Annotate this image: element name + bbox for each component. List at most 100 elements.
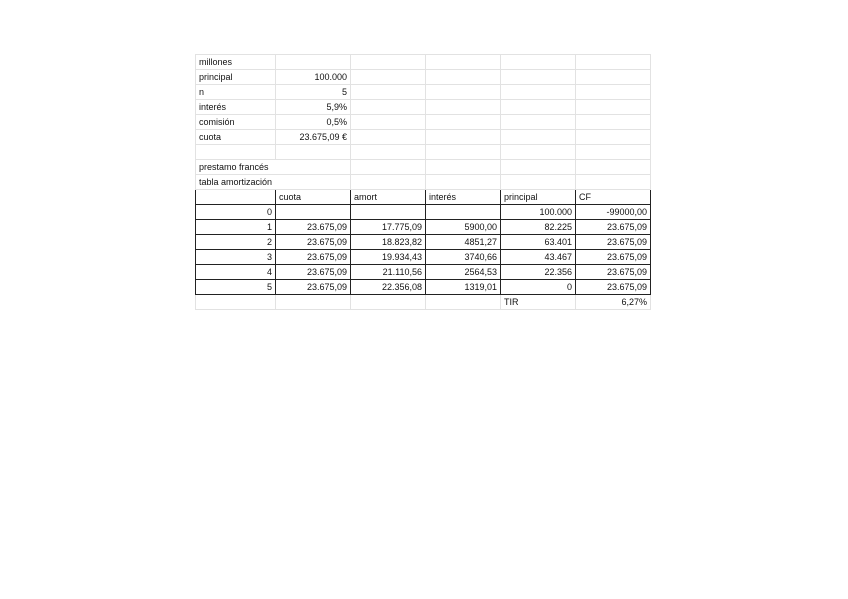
table-cell[interactable]: 5900,00 — [425, 219, 502, 235]
table-cell[interactable] — [350, 204, 427, 220]
cell[interactable] — [575, 174, 652, 190]
param-value[interactable]: 5,9% — [275, 99, 352, 115]
param-label[interactable]: interés — [194, 99, 277, 115]
param-value[interactable]: 0,5% — [275, 114, 352, 130]
table-cell[interactable]: 23.675,09 — [575, 219, 652, 235]
column-header[interactable]: cuota — [275, 189, 352, 205]
table-cell[interactable]: 2564,53 — [425, 264, 502, 280]
table-cell[interactable]: 5 — [194, 279, 277, 295]
table-cell[interactable]: 0 — [194, 204, 277, 220]
param-value[interactable]: 100.000 — [275, 69, 352, 85]
table-cell[interactable]: 0 — [500, 279, 577, 295]
cell[interactable] — [350, 69, 427, 85]
table-cell[interactable]: 23.675,09 — [275, 249, 352, 265]
param-value[interactable]: 5 — [275, 84, 352, 100]
table-cell[interactable]: 3 — [194, 249, 277, 265]
cell[interactable] — [275, 144, 352, 160]
cell[interactable] — [425, 129, 502, 145]
table-cell[interactable]: 21.110,56 — [350, 264, 427, 280]
table-cell[interactable]: 23.675,09 — [275, 219, 352, 235]
cell[interactable] — [425, 144, 502, 160]
table-cell[interactable]: 19.934,43 — [350, 249, 427, 265]
table-cell[interactable]: 3740,66 — [425, 249, 502, 265]
table-cell[interactable]: 23.675,09 — [275, 279, 352, 295]
column-header[interactable]: CF — [575, 189, 652, 205]
cell[interactable] — [575, 84, 652, 100]
param-label[interactable]: n — [194, 84, 277, 100]
table-cell[interactable] — [425, 204, 502, 220]
table-cell[interactable]: 63.401 — [500, 234, 577, 250]
cell[interactable] — [500, 159, 577, 175]
table-cell[interactable]: 4851,27 — [425, 234, 502, 250]
cell[interactable] — [500, 144, 577, 160]
cell[interactable] — [575, 144, 652, 160]
table-cell[interactable]: -99000,00 — [575, 204, 652, 220]
column-header[interactable]: interés — [425, 189, 502, 205]
cell[interactable] — [194, 144, 277, 160]
cell[interactable] — [500, 69, 577, 85]
cell[interactable] — [575, 69, 652, 85]
tir-value[interactable]: 6,27% — [575, 294, 652, 310]
cell[interactable] — [425, 54, 502, 70]
table-cell[interactable]: 82.225 — [500, 219, 577, 235]
param-value[interactable]: 23.675,09 € — [275, 129, 352, 145]
cell[interactable] — [350, 174, 427, 190]
table-cell[interactable]: 22.356 — [500, 264, 577, 280]
table-cell[interactable]: 23.675,09 — [275, 264, 352, 280]
table-cell[interactable]: 1319,01 — [425, 279, 502, 295]
cell[interactable] — [350, 294, 427, 310]
cell[interactable] — [500, 114, 577, 130]
cell[interactable] — [350, 99, 427, 115]
param-label[interactable]: principal — [194, 69, 277, 85]
cell[interactable] — [194, 294, 277, 310]
param-value[interactable] — [275, 54, 352, 70]
cell[interactable] — [575, 129, 652, 145]
table-cell[interactable]: 22.356,08 — [350, 279, 427, 295]
cell[interactable] — [425, 159, 502, 175]
table-cell[interactable]: 17.775,09 — [350, 219, 427, 235]
table-cell[interactable]: 23.675,09 — [575, 264, 652, 280]
cell[interactable] — [575, 99, 652, 115]
cell[interactable] — [425, 114, 502, 130]
cell[interactable] — [575, 114, 652, 130]
table-cell[interactable]: 23.675,09 — [275, 234, 352, 250]
cell[interactable] — [575, 159, 652, 175]
table-title[interactable]: tabla amortización — [194, 174, 276, 190]
cell[interactable] — [500, 174, 577, 190]
table-cell[interactable]: 18.823,82 — [350, 234, 427, 250]
section-title[interactable]: prestamo francés — [194, 159, 276, 175]
column-header[interactable] — [194, 189, 277, 205]
cell[interactable] — [425, 69, 502, 85]
cell[interactable] — [500, 54, 577, 70]
cell[interactable] — [275, 174, 352, 190]
cell[interactable] — [425, 99, 502, 115]
cell[interactable] — [500, 84, 577, 100]
table-cell[interactable]: 23.675,09 — [575, 249, 652, 265]
table-cell[interactable]: 100.000 — [500, 204, 577, 220]
param-label[interactable]: cuota — [194, 129, 277, 145]
column-header[interactable]: amort — [350, 189, 427, 205]
param-label[interactable]: millones — [194, 54, 277, 70]
cell[interactable] — [350, 54, 427, 70]
table-cell[interactable]: 23.675,09 — [575, 234, 652, 250]
cell[interactable] — [425, 84, 502, 100]
cell[interactable] — [275, 294, 352, 310]
cell[interactable] — [350, 114, 427, 130]
table-cell[interactable] — [275, 204, 352, 220]
cell[interactable] — [425, 174, 502, 190]
cell[interactable] — [500, 129, 577, 145]
table-cell[interactable]: 4 — [194, 264, 277, 280]
cell[interactable] — [350, 84, 427, 100]
cell[interactable] — [350, 159, 427, 175]
column-header[interactable]: principal — [500, 189, 577, 205]
cell[interactable] — [425, 294, 502, 310]
param-label[interactable]: comisión — [194, 114, 277, 130]
table-cell[interactable]: 2 — [194, 234, 277, 250]
cell[interactable] — [350, 129, 427, 145]
table-cell[interactable]: 43.467 — [500, 249, 577, 265]
tir-label[interactable]: TIR — [500, 294, 577, 310]
cell[interactable] — [275, 159, 352, 175]
cell[interactable] — [500, 99, 577, 115]
table-cell[interactable]: 23.675,09 — [575, 279, 652, 295]
cell[interactable] — [350, 144, 427, 160]
